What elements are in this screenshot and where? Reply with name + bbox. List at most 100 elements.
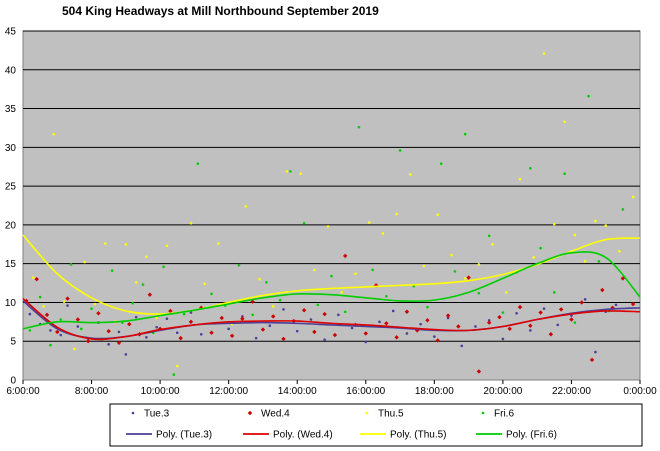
data-point bbox=[59, 318, 63, 321]
data-point bbox=[103, 242, 107, 245]
x-tick-label: 14:00:00 bbox=[278, 386, 317, 397]
data-point bbox=[343, 310, 347, 314]
trendline-poly-fri-6 bbox=[22, 251, 641, 330]
data-point bbox=[244, 204, 248, 208]
data-point bbox=[357, 125, 361, 129]
data-point bbox=[501, 337, 505, 341]
y-tick-label: 10 bbox=[5, 298, 17, 309]
data-point bbox=[532, 256, 536, 259]
data-point bbox=[28, 312, 32, 316]
data-point bbox=[394, 335, 399, 340]
data-point bbox=[517, 304, 523, 310]
data-point bbox=[553, 222, 556, 226]
data-point bbox=[182, 312, 186, 316]
legend-marker bbox=[247, 410, 253, 416]
data-point bbox=[618, 249, 621, 253]
data-point bbox=[404, 309, 410, 314]
data-point bbox=[409, 173, 412, 176]
data-point bbox=[73, 347, 76, 351]
data-point bbox=[446, 316, 450, 320]
data-point bbox=[281, 336, 286, 342]
legend-label: Poly. (Tue.3) bbox=[156, 430, 212, 441]
data-point bbox=[597, 260, 601, 263]
y-tick-label: 20 bbox=[5, 220, 17, 231]
data-point bbox=[477, 291, 481, 295]
data-point bbox=[134, 280, 138, 284]
data-point bbox=[278, 298, 282, 302]
y-tick-label: 30 bbox=[5, 143, 17, 154]
data-point bbox=[44, 312, 50, 318]
data-point bbox=[117, 330, 121, 334]
data-point bbox=[538, 310, 543, 315]
data-point bbox=[460, 344, 464, 348]
data-point bbox=[604, 224, 608, 227]
data-point bbox=[477, 263, 481, 266]
data-point bbox=[405, 332, 409, 335]
data-point bbox=[124, 353, 128, 356]
data-point bbox=[395, 212, 398, 216]
data-point bbox=[518, 177, 522, 181]
data-point bbox=[384, 321, 389, 326]
data-point bbox=[539, 246, 542, 250]
data-point bbox=[227, 327, 230, 331]
data-point bbox=[116, 340, 122, 345]
data-point bbox=[134, 315, 138, 319]
data-point bbox=[476, 369, 482, 374]
data-point bbox=[453, 270, 457, 273]
data-point bbox=[69, 263, 73, 266]
y-tick-label: 35 bbox=[5, 104, 17, 115]
data-point bbox=[558, 307, 564, 312]
data-point bbox=[456, 324, 461, 329]
data-point bbox=[34, 276, 39, 282]
data-point bbox=[168, 308, 173, 314]
data-point bbox=[55, 329, 60, 335]
data-point bbox=[323, 338, 326, 341]
data-point bbox=[367, 221, 371, 224]
data-point bbox=[587, 94, 590, 98]
data-point bbox=[178, 335, 183, 341]
data-point bbox=[165, 317, 169, 321]
series-thu-5 bbox=[31, 52, 635, 368]
y-tick-label: 25 bbox=[5, 182, 17, 193]
data-point bbox=[573, 233, 577, 237]
data-point bbox=[542, 52, 546, 55]
data-point bbox=[600, 287, 605, 293]
data-point bbox=[439, 162, 443, 165]
data-point bbox=[210, 292, 213, 296]
data-point bbox=[553, 291, 556, 294]
data-point bbox=[189, 222, 193, 225]
data-point bbox=[229, 333, 235, 338]
data-point bbox=[251, 313, 254, 317]
data-point bbox=[579, 300, 584, 305]
data-point bbox=[96, 311, 101, 316]
y-tick-label: 0 bbox=[10, 376, 16, 387]
data-point bbox=[141, 283, 145, 286]
data-point bbox=[515, 312, 518, 315]
data-point bbox=[309, 318, 313, 321]
data-point bbox=[385, 294, 388, 298]
data-point bbox=[505, 291, 508, 294]
data-point bbox=[563, 120, 566, 124]
data-point bbox=[363, 331, 368, 336]
data-point bbox=[435, 338, 440, 343]
data-point bbox=[433, 335, 436, 338]
data-point bbox=[630, 301, 636, 307]
data-point bbox=[250, 299, 255, 304]
x-tick-label: 0:00:00 bbox=[623, 386, 657, 397]
data-point bbox=[589, 357, 595, 363]
data-point bbox=[175, 364, 179, 368]
data-point bbox=[312, 329, 317, 335]
data-point bbox=[38, 295, 42, 299]
data-point bbox=[31, 276, 35, 279]
data-point bbox=[316, 303, 320, 307]
x-axis-ticks: 6:00:00 8:00:00 10:00:00 12:00:00 14:00:00 16… bbox=[6, 380, 657, 397]
data-point bbox=[107, 343, 110, 346]
data-point bbox=[189, 311, 193, 314]
legend-label: Wed.4 bbox=[261, 409, 290, 420]
data-point bbox=[188, 319, 194, 325]
legend-label: Tue.3 bbox=[144, 409, 170, 420]
gridlines bbox=[23, 30, 640, 342]
data-point bbox=[240, 316, 245, 321]
chart-title: 504 King Headways at Mill Northbound Sep… bbox=[62, 4, 379, 18]
